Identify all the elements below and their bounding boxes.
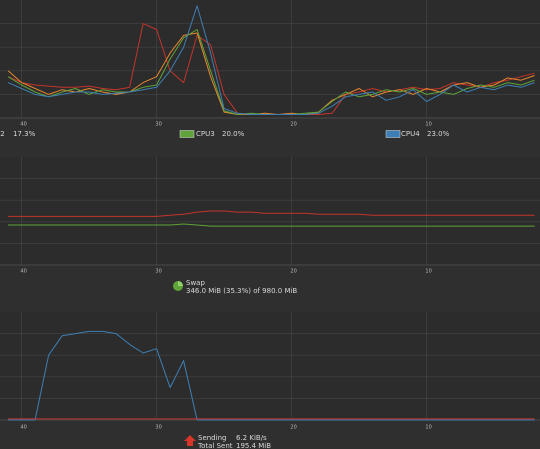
x-tick-label: 20 <box>290 269 296 275</box>
legend-name: CPU4 <box>401 130 420 138</box>
x-tick-label: 40 <box>20 425 26 431</box>
series-line <box>7 5 535 115</box>
legend-name: Sending <box>198 434 226 442</box>
x-tick-label: 10 <box>425 122 431 128</box>
legend-current: 20.0% <box>222 130 245 138</box>
series-line <box>8 223 535 227</box>
legend-name: Swap <box>186 279 205 287</box>
sending-icon <box>184 435 196 446</box>
legend-name: CPU3 <box>196 130 215 138</box>
graph-area <box>0 312 540 420</box>
legend-total: 195.4 MiB <box>236 442 271 449</box>
series-line <box>8 210 535 217</box>
x-tick-label: 10 <box>425 269 431 275</box>
legend-current: 17.3% <box>13 130 36 138</box>
swap-icon <box>173 281 183 291</box>
graph-area <box>0 157 540 265</box>
graph-area <box>0 0 540 118</box>
series-line <box>8 330 535 421</box>
x-tick-label: 30 <box>155 269 161 275</box>
legend-total-label: Total Sent <box>197 442 233 449</box>
x-tick-label: 40 <box>20 269 26 275</box>
legend-swatch <box>385 130 401 138</box>
x-tick-label: 30 <box>155 425 161 431</box>
series-line <box>7 32 535 115</box>
x-tick-label: 40 <box>20 122 26 128</box>
legend-swatch <box>179 130 195 138</box>
legend-current: 23.0% <box>427 130 450 138</box>
legend-current: 346.0 MiB (35.3%) of 980.0 MiB <box>186 287 297 295</box>
legend-current: 6.2 KiB/s <box>236 434 267 442</box>
x-tick-label: 30 <box>155 122 161 128</box>
x-tick-label: 20 <box>290 122 296 128</box>
x-tick-label: 20 <box>290 425 296 431</box>
x-tick-label: 10 <box>425 425 431 431</box>
legend-name: CPU2 <box>0 130 5 138</box>
